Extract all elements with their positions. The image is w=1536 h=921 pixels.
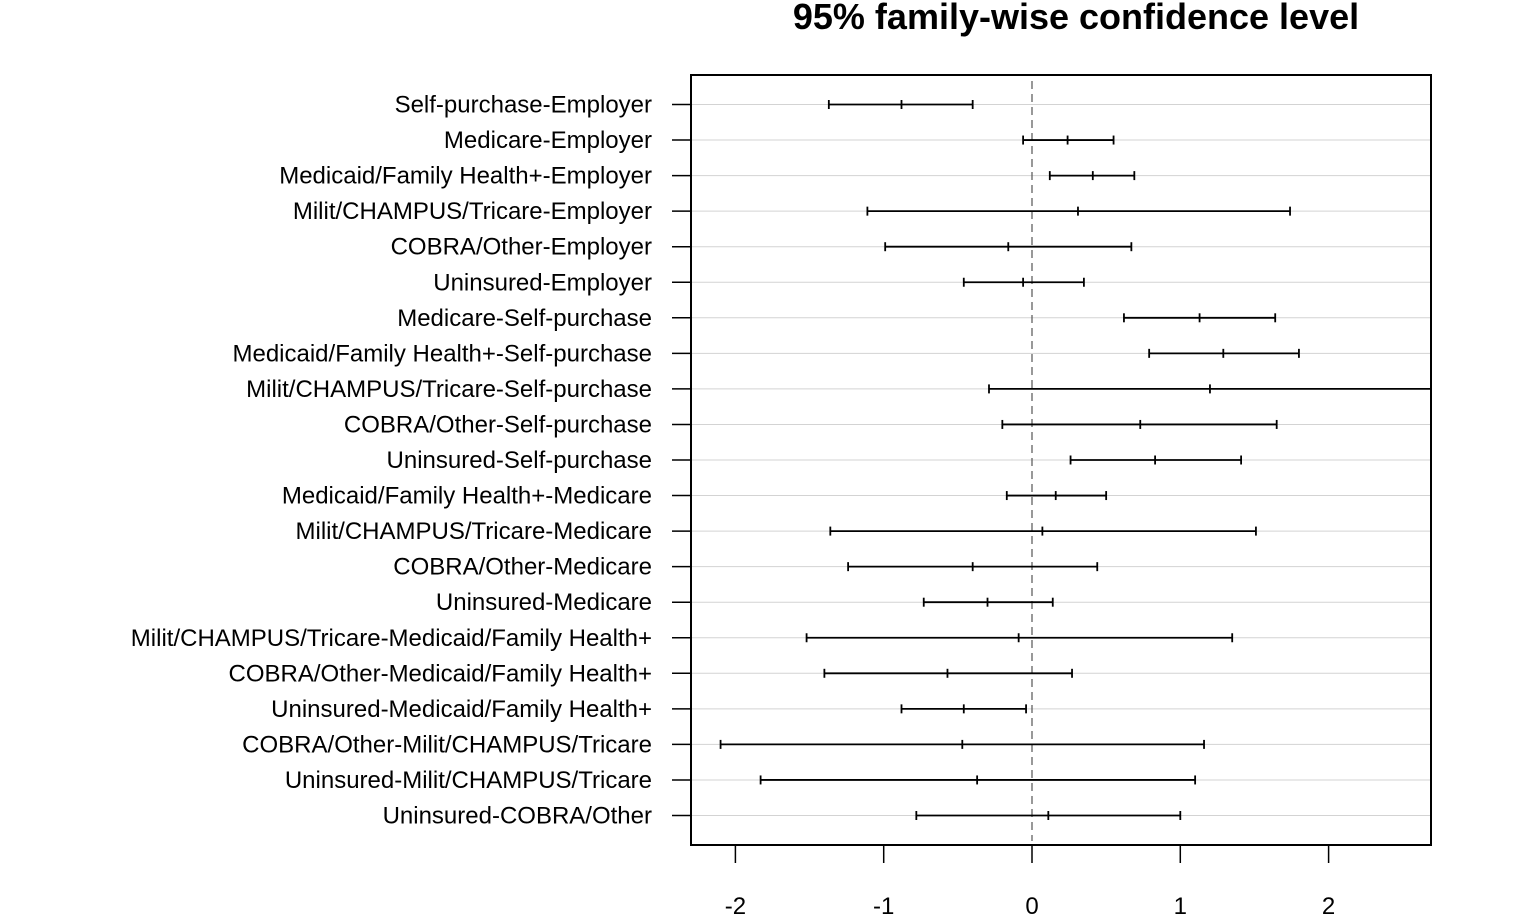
comparison-label: Medicaid/Family Health+-Medicare — [282, 483, 652, 510]
confidence-interval — [1001, 419, 1278, 429]
comparison-label: Self-purchase-Employer — [395, 92, 652, 119]
confidence-interval — [1148, 348, 1300, 358]
comparison-label: Medicare-Self-purchase — [397, 305, 652, 332]
x-tick-label: -2 — [725, 893, 746, 920]
comparison-label: Medicare-Employer — [444, 127, 652, 154]
confidence-interval — [915, 811, 1182, 820]
x-axis: -2 -1 0 1 2 — [672, 103, 1335, 920]
comparison-label: Milit/CHAMPUS/Tricare-Self-purchase — [246, 376, 652, 403]
comparison-label: Milit/CHAMPUS/Tricare-Medicaid/Family He… — [131, 625, 652, 652]
comparison-label: COBRA/Other-Medicaid/Family Health+ — [229, 660, 652, 687]
comparison-label: Medicaid/Family Health+-Employer — [279, 163, 652, 190]
comparison-label: Uninsured-Medicare — [436, 589, 652, 616]
confidence-interval — [866, 206, 1291, 216]
x-tick-label: -1 — [873, 893, 894, 920]
confidence-interval — [827, 100, 974, 109]
comparison-label: COBRA/Other-Self-purchase — [344, 411, 652, 438]
chart-title: 95% family-wise confidence level — [793, 0, 1359, 37]
confidence-interval — [922, 597, 1054, 607]
comparison-label: Uninsured-Milit/CHAMPUS/Tricare — [285, 767, 652, 794]
confidence-interval — [829, 526, 1257, 536]
x-tick-label: 0 — [1025, 893, 1038, 920]
confidence-interval — [1022, 135, 1115, 145]
confidence-interval — [884, 242, 1133, 252]
confidence-interval — [1005, 491, 1108, 501]
comparison-label: COBRA/Other-Employer — [391, 234, 652, 261]
confidence-intervals — [719, 100, 1432, 820]
confidence-interval — [847, 562, 1099, 572]
plot-frame — [690, 74, 1432, 846]
comparison-label: Uninsured-Self-purchase — [387, 447, 652, 474]
confidence-interval — [759, 775, 1197, 785]
confidence-interval — [719, 739, 1205, 749]
comparison-label: COBRA/Other-Milit/CHAMPUS/Tricare — [242, 731, 652, 758]
comparison-label: Uninsured-Medicaid/Family Health+ — [271, 696, 652, 723]
comparison-labels: Self-purchase-Employer Medicare-Employer M… — [131, 92, 652, 830]
confidence-interval — [1123, 313, 1277, 323]
confidence-interval — [1048, 171, 1136, 181]
comparison-label: Uninsured-COBRA/Other — [383, 803, 652, 830]
x-tick-label: 2 — [1322, 893, 1335, 920]
comparison-label: Medicaid/Family Health+-Self-purchase — [232, 340, 652, 367]
confidence-interval — [805, 633, 1234, 643]
comparison-label: Milit/CHAMPUS/Tricare-Medicare — [296, 518, 652, 545]
comparison-label: Uninsured-Employer — [433, 269, 652, 296]
confidence-interval — [823, 668, 1073, 678]
confidence-interval — [1069, 455, 1243, 465]
comparison-label: Milit/CHAMPUS/Tricare-Employer — [293, 198, 652, 225]
comparison-label: COBRA/Other-Medicare — [393, 554, 652, 581]
confidence-interval — [988, 384, 1432, 394]
x-tick-label: 1 — [1174, 893, 1187, 920]
confidence-interval — [962, 277, 1085, 287]
confidence-interval — [900, 704, 1027, 714]
